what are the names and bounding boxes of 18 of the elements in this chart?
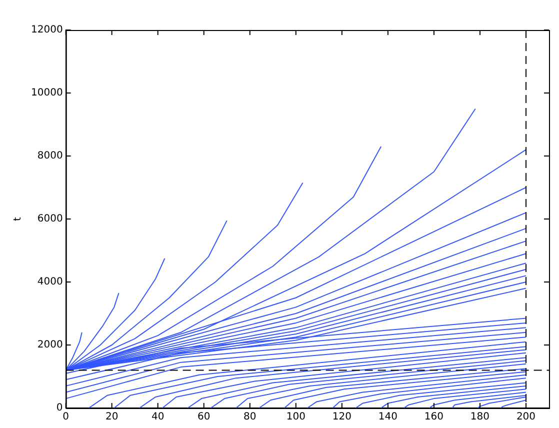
- y-tick-label: 4000: [37, 276, 63, 288]
- x-tick-label: 200: [516, 412, 536, 423]
- y-tick-label: 8000: [37, 150, 63, 162]
- x-tick-label: 60: [198, 412, 210, 423]
- y-tick-label: 6000: [37, 214, 63, 225]
- x-tick-label: 20: [105, 412, 118, 423]
- x-tick-label: 40: [151, 412, 164, 423]
- y-axis-title: t: [12, 216, 24, 221]
- y-tick-label: 12000: [31, 24, 63, 36]
- y-tick-label: 0: [56, 402, 63, 414]
- x-tick-label: 160: [424, 412, 444, 423]
- x-tick-label: 180: [470, 412, 490, 423]
- x-tick-label: 100: [286, 412, 306, 423]
- x-tick-label: 80: [244, 412, 256, 423]
- y-tick-label: 2000: [37, 340, 63, 351]
- x-tick-label: 140: [378, 412, 398, 423]
- x-tick-label: 120: [332, 412, 352, 423]
- y-tick-label: 10000: [31, 88, 63, 99]
